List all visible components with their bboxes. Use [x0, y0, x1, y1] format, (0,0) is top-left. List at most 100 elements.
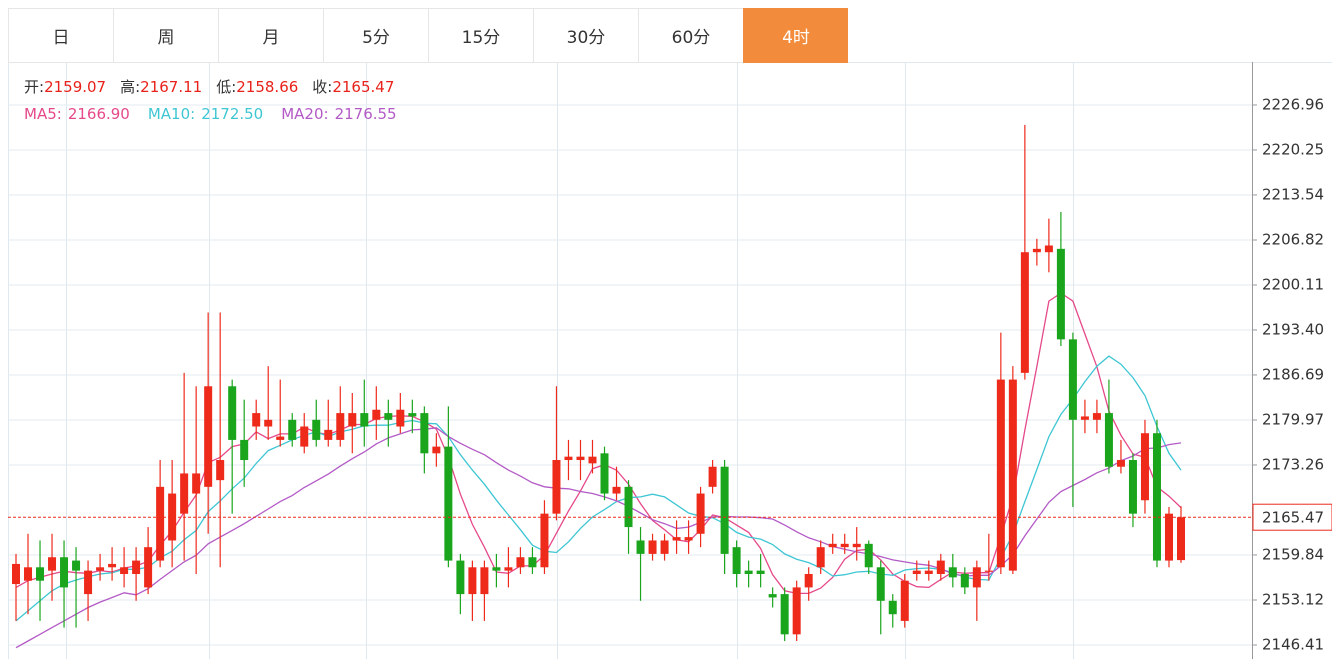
legend-text: 2165.47: [332, 78, 394, 96]
candle-body: [768, 594, 777, 598]
y-tick-label: 2200.11: [1262, 275, 1324, 293]
candle-body: [312, 419, 321, 440]
candle-body: [216, 460, 225, 481]
candle-body: [612, 486, 621, 494]
candle-body: [48, 557, 57, 571]
legend-text: 低:: [216, 78, 236, 96]
candle-body: [816, 547, 825, 568]
candle-body: [264, 419, 273, 427]
candle-body: [828, 543, 837, 548]
candle-body: [708, 466, 717, 487]
candle-body: [684, 537, 693, 541]
candle-body: [420, 413, 429, 454]
candle-body: [1116, 460, 1125, 467]
legend-text: 2167.11: [140, 78, 202, 96]
legend-row: 开:2159.07 高:2167.11 低:2158.66 收:2165.47: [24, 78, 394, 96]
y-tick-label: 2173.26: [1262, 455, 1324, 473]
last-price-label: 2165.47: [1262, 509, 1324, 527]
candle-body: [1140, 433, 1149, 501]
candle-body: [1177, 517, 1185, 561]
period-tab[interactable]: 4时: [743, 8, 848, 63]
period-tabs: 日周月 5分 15分 30分 60分 4时: [8, 8, 848, 63]
period-tab[interactable]: 15分: [428, 8, 533, 63]
candle-body: [576, 456, 585, 461]
period-tab[interactable]: 5分: [323, 8, 428, 63]
candle-body: [384, 413, 393, 420]
candle-body: [168, 493, 177, 541]
candle-body: [624, 486, 633, 528]
candle-body: [1104, 413, 1113, 467]
candle-body: [240, 439, 249, 461]
candle-body: [12, 563, 20, 585]
period-tab[interactable]: 日: [8, 8, 113, 63]
candles: [12, 124, 1185, 642]
legend: 开:2159.07 高:2167.11 低:2158.66 收:2165.47 MA5:…: [24, 78, 397, 123]
candle-body: [912, 570, 921, 574]
candle-body: [732, 547, 741, 574]
candle-body: [324, 429, 333, 440]
candle-body: [744, 570, 753, 574]
candle-body: [588, 456, 597, 464]
candle-body: [24, 567, 33, 581]
candle-body: [444, 446, 453, 561]
candle-body: [552, 460, 561, 514]
candle-body: [1128, 460, 1137, 514]
candle-body: [132, 560, 141, 574]
candle-body: [636, 540, 645, 554]
candle-body: [996, 379, 1005, 568]
legend-row: MA5: 2166.90 MA10: 2172.50 MA20: 2176.55: [24, 105, 397, 123]
candle-body: [84, 570, 93, 595]
candle-body: [900, 580, 909, 621]
candle-body: [1068, 339, 1077, 420]
candle-body: [144, 547, 153, 588]
candle-body: [852, 543, 861, 548]
period-tab[interactable]: 月: [218, 8, 323, 63]
candle-body: [876, 567, 885, 601]
grid: [8, 104, 1252, 646]
period-tab[interactable]: 周: [113, 8, 218, 63]
candle-body: [660, 540, 669, 554]
legend-text: 收:: [312, 78, 332, 96]
candle-body: [348, 413, 357, 427]
legend-text: 2176.55: [335, 105, 397, 123]
y-tick-label: 2146.41: [1262, 635, 1324, 653]
candle-body: [1164, 513, 1173, 561]
candle-body: [120, 567, 129, 574]
candle-body: [972, 567, 981, 588]
candle-body: [516, 557, 525, 568]
candle-body: [840, 543, 849, 548]
candle-body: [720, 466, 729, 554]
candle-body: [1152, 433, 1161, 561]
plot-frame: [8, 62, 1332, 659]
candle-body: [600, 453, 609, 494]
candle-body: [648, 540, 657, 554]
candle-body: [672, 537, 681, 541]
candle-body: [360, 413, 369, 427]
candle-body: [792, 587, 801, 635]
candle-body: [888, 600, 897, 615]
candle-body: [1044, 245, 1053, 253]
candle-body: [1080, 416, 1089, 420]
candle-body: [780, 594, 789, 635]
candle-body: [432, 446, 441, 454]
legend-text: MA20:: [281, 105, 328, 123]
candle-body: [960, 573, 969, 588]
candle-body: [924, 570, 933, 574]
period-tab[interactable]: 60分: [638, 8, 743, 63]
candle-body: [108, 563, 117, 568]
candle-body: [156, 486, 165, 561]
candle-body: [396, 409, 405, 427]
candle-body: [288, 419, 297, 440]
legend-text: 高:: [120, 78, 140, 96]
y-tick-label: 2186.69: [1262, 365, 1324, 383]
candle-body: [1020, 252, 1029, 373]
ma-lines: [15, 292, 1182, 649]
candle-body: [756, 570, 765, 574]
candle-body: [60, 557, 69, 588]
period-tab[interactable]: 30分: [533, 8, 638, 63]
candle-body: [180, 473, 189, 514]
candle-body: [372, 409, 381, 420]
candle-body: [204, 386, 213, 487]
